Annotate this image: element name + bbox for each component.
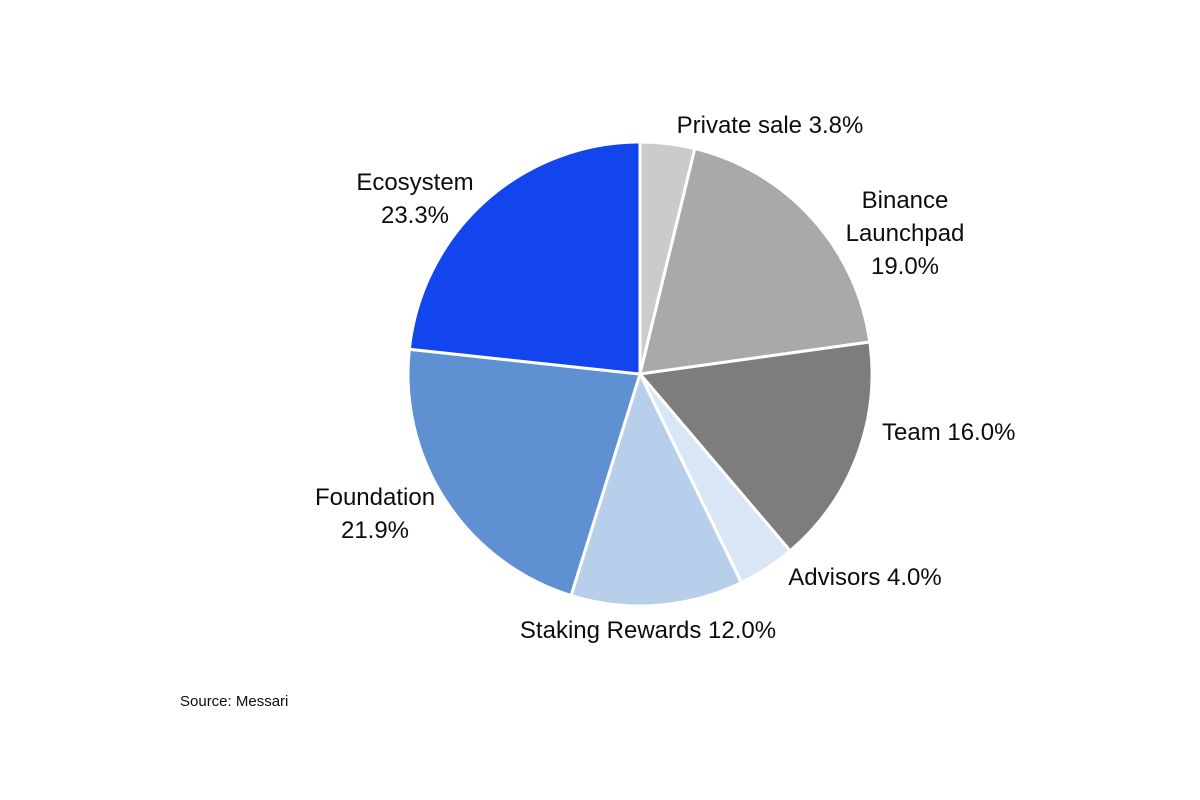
pie-slice-ecosystem <box>407 140 642 376</box>
slice-label-staking-rewards: Staking Rewards 12.0% <box>520 617 776 644</box>
pie-slice-staking-rewards <box>569 372 743 608</box>
slice-label-team: Team 16.0% <box>882 419 1015 446</box>
slice-label-private-sale: Private sale 3.8% <box>677 112 864 139</box>
slice-label-ecosystem: Ecosystem 23.3% <box>356 169 473 229</box>
source-note: Source: Messari <box>180 693 289 710</box>
pie-slice-foundation <box>406 347 642 598</box>
pie-slice-binance-launchpad <box>638 147 872 376</box>
pie-slice-team <box>638 340 874 553</box>
slice-label-foundation: Foundation 21.9% <box>315 484 435 544</box>
slice-label-advisors: Advisors 4.0% <box>788 564 941 591</box>
slice-label-binance-launchpad: Binance Launchpad 19.0% <box>846 187 965 280</box>
